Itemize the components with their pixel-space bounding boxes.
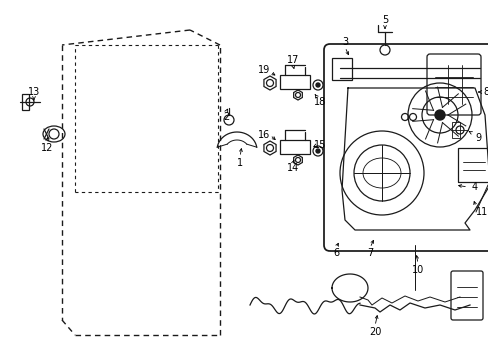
Text: 18: 18 <box>313 97 325 107</box>
Circle shape <box>315 149 319 153</box>
Text: 5: 5 <box>381 15 387 25</box>
Text: 13: 13 <box>28 87 40 97</box>
Text: 20: 20 <box>368 327 381 337</box>
Text: 17: 17 <box>286 55 299 65</box>
Text: 14: 14 <box>286 163 299 173</box>
Circle shape <box>434 110 444 120</box>
Text: 10: 10 <box>411 265 423 275</box>
Text: 12: 12 <box>41 143 53 153</box>
Text: 16: 16 <box>257 130 269 140</box>
Text: 4: 4 <box>471 182 477 192</box>
Text: 6: 6 <box>332 248 338 258</box>
Text: 7: 7 <box>366 248 372 258</box>
Text: 3: 3 <box>341 37 347 47</box>
Text: 1: 1 <box>237 158 243 168</box>
Text: 2: 2 <box>223 112 229 122</box>
Text: 19: 19 <box>257 65 269 75</box>
Text: 9: 9 <box>474 133 480 143</box>
Text: 15: 15 <box>313 140 325 150</box>
Text: 8: 8 <box>482 87 488 97</box>
Text: 11: 11 <box>475 207 487 217</box>
Circle shape <box>315 83 319 87</box>
